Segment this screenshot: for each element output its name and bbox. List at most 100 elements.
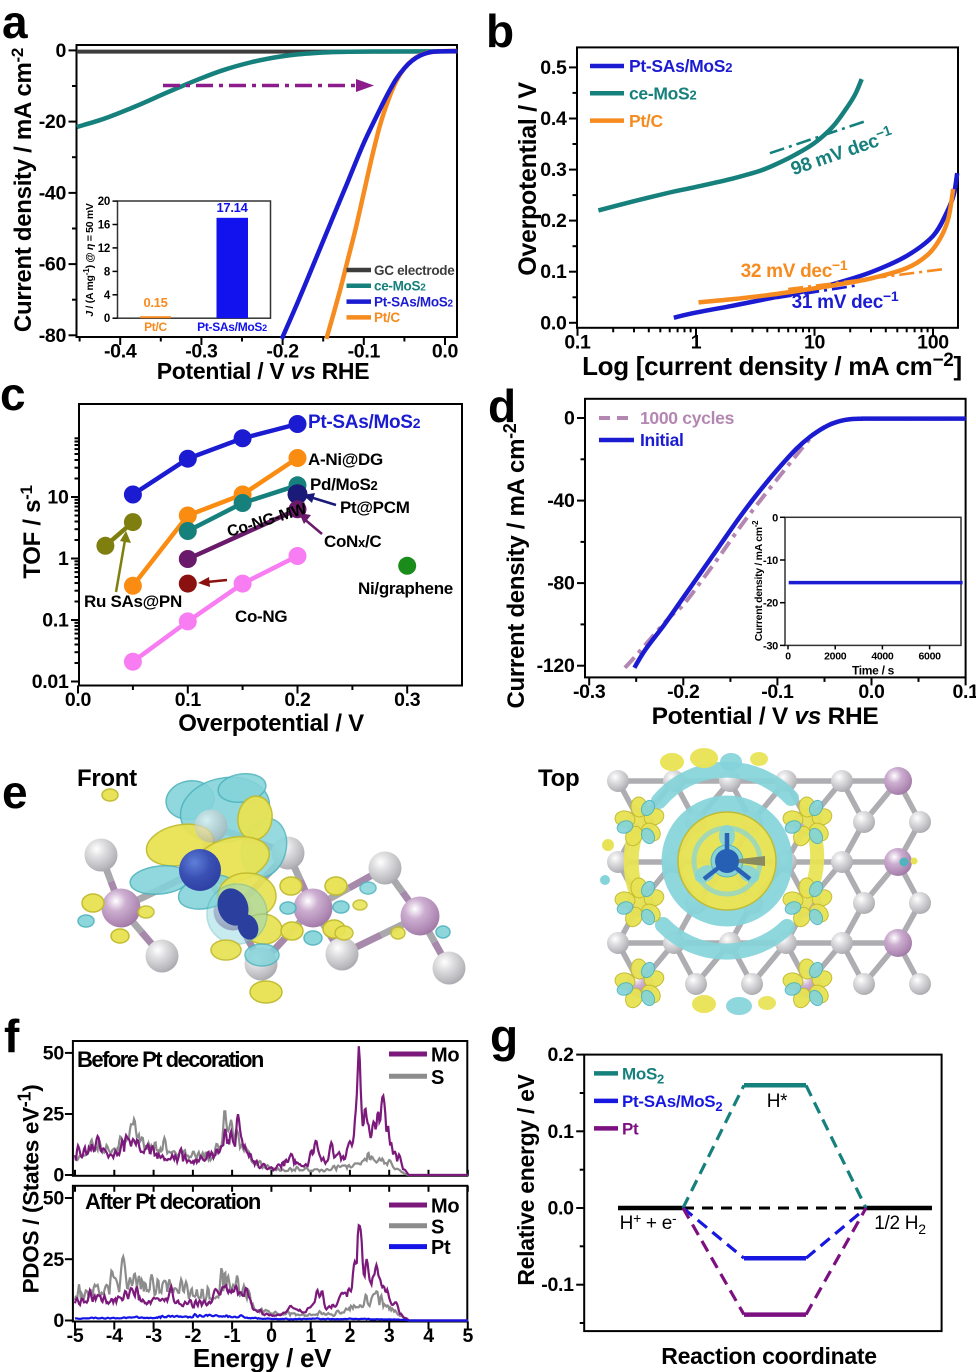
- svg-text:Energy / eV: Energy / eV: [193, 1343, 332, 1372]
- svg-text:0.15: 0.15: [143, 295, 167, 310]
- svg-text:MoS2: MoS2: [622, 1064, 664, 1086]
- svg-text:50: 50: [43, 1042, 65, 1064]
- svg-text:Overpotential / V: Overpotential / V: [514, 82, 542, 276]
- svg-text:c: c: [0, 368, 25, 420]
- svg-text:-1: -1: [224, 1325, 241, 1347]
- svg-text:Pt/C: Pt/C: [374, 310, 400, 325]
- svg-text:0: 0: [55, 40, 66, 62]
- svg-text:-0.2: -0.2: [667, 681, 700, 703]
- svg-text:PDOS / (States eV-1): PDOS / (States eV-1): [15, 1085, 44, 1294]
- svg-text:After Pt decoration: After Pt decoration: [85, 1189, 261, 1214]
- svg-text:-30: -30: [763, 640, 778, 652]
- svg-text:17.14: 17.14: [216, 200, 248, 215]
- svg-text:Current density / mA cm-2: Current density / mA cm-2: [751, 520, 765, 641]
- svg-text:3: 3: [384, 1325, 395, 1347]
- svg-text:50: 50: [43, 1188, 65, 1210]
- svg-text:Time / s: Time / s: [852, 663, 895, 677]
- svg-text:0.3: 0.3: [540, 159, 567, 181]
- svg-text:-10: -10: [763, 555, 778, 567]
- svg-text:Ru SAs@PN: Ru SAs@PN: [84, 592, 182, 611]
- svg-text:-5: -5: [67, 1325, 84, 1347]
- svg-text:Pt: Pt: [622, 1119, 639, 1138]
- svg-text:0.2: 0.2: [540, 210, 567, 232]
- svg-text:0: 0: [266, 1325, 277, 1347]
- svg-text:6000: 6000: [919, 650, 942, 662]
- svg-text:-0.3: -0.3: [185, 341, 218, 363]
- svg-text:0: 0: [785, 650, 791, 662]
- svg-text:4: 4: [104, 290, 111, 302]
- svg-text:A-Ni@DG: A-Ni@DG: [308, 450, 383, 469]
- svg-text:0.2: 0.2: [284, 689, 311, 711]
- svg-text:0.01: 0.01: [32, 671, 69, 693]
- svg-text:Relative energy / eV: Relative energy / eV: [513, 1073, 539, 1285]
- svg-text:-0.1: -0.1: [348, 341, 381, 363]
- svg-text:e: e: [2, 766, 27, 818]
- svg-text:Initial: Initial: [640, 430, 684, 450]
- svg-text:-20: -20: [39, 111, 67, 133]
- svg-text:-120: -120: [537, 655, 575, 677]
- svg-text:0.0: 0.0: [858, 681, 885, 703]
- svg-text:g: g: [490, 1010, 518, 1062]
- svg-text:0.1: 0.1: [42, 610, 69, 632]
- svg-text:-20: -20: [763, 598, 778, 610]
- svg-text:Log [current density / mA cm−2: Log [current density / mA cm−2]: [582, 350, 962, 381]
- svg-text:10: 10: [804, 331, 826, 353]
- svg-text:0.0: 0.0: [432, 341, 459, 363]
- svg-text:1: 1: [305, 1325, 316, 1347]
- svg-text:4: 4: [423, 1325, 434, 1347]
- svg-text:1/2 H2: 1/2 H2: [874, 1213, 926, 1237]
- svg-text:100: 100: [917, 331, 949, 353]
- svg-text:Pd/MoS2: Pd/MoS2: [310, 475, 378, 494]
- svg-text:Mo: Mo: [431, 1045, 459, 1067]
- svg-text:-0.2: -0.2: [266, 341, 299, 363]
- svg-text:16: 16: [98, 220, 110, 232]
- svg-text:-0.3: -0.3: [573, 681, 606, 703]
- svg-text:Potential / V vs RHE: Potential / V vs RHE: [157, 358, 370, 384]
- svg-text:-2: -2: [185, 1325, 202, 1347]
- svg-text:H+ + e-: H+ + e-: [620, 1210, 677, 1234]
- svg-text:20: 20: [98, 196, 110, 208]
- svg-text:Pt-SAs/MoS2: Pt-SAs/MoS2: [622, 1092, 722, 1114]
- svg-text:ce-MoS2: ce-MoS2: [629, 84, 696, 104]
- svg-text:Overpotential / V: Overpotential / V: [178, 710, 364, 737]
- svg-text:Pt-SAs/MoS2: Pt-SAs/MoS2: [197, 320, 267, 334]
- svg-text:2000: 2000: [824, 650, 847, 662]
- svg-text:Ni/graphene: Ni/graphene: [358, 579, 453, 598]
- svg-text:12: 12: [98, 243, 110, 255]
- svg-text:b: b: [486, 5, 514, 57]
- svg-text:Pt-SAs/MoS2: Pt-SAs/MoS2: [629, 56, 732, 76]
- svg-text:0.3: 0.3: [394, 689, 421, 711]
- svg-text:-0.4: -0.4: [104, 341, 137, 363]
- svg-text:Pt/C: Pt/C: [144, 320, 167, 334]
- svg-text:Pt-SAs/MoS2: Pt-SAs/MoS2: [374, 294, 454, 309]
- svg-text:S: S: [431, 1067, 444, 1089]
- svg-text:-3: -3: [145, 1325, 162, 1347]
- svg-text:25: 25: [43, 1249, 65, 1271]
- svg-text:Co-NG: Co-NG: [235, 607, 287, 626]
- svg-text:-60: -60: [39, 254, 67, 276]
- svg-text:0: 0: [772, 512, 778, 524]
- svg-text:S: S: [431, 1216, 444, 1238]
- svg-text:0.1: 0.1: [952, 681, 976, 703]
- svg-text:GC electrode: GC electrode: [374, 263, 455, 278]
- svg-text:2: 2: [345, 1325, 356, 1347]
- svg-text:0.0: 0.0: [547, 1198, 574, 1220]
- svg-text:d: d: [488, 380, 516, 432]
- svg-text:8: 8: [104, 266, 111, 278]
- svg-text:0.1: 0.1: [175, 689, 202, 711]
- svg-text:0.0: 0.0: [65, 689, 92, 711]
- svg-text:0: 0: [564, 408, 575, 430]
- svg-text:f: f: [4, 1010, 20, 1062]
- svg-text:-80: -80: [547, 573, 575, 595]
- svg-text:J / (A mg-1) @ η = 50 mV: J / (A mg-1) @ η = 50 mV: [81, 203, 96, 317]
- svg-text:Pt/C: Pt/C: [629, 111, 663, 131]
- svg-text:-80: -80: [39, 325, 67, 347]
- svg-text:H*: H*: [767, 1091, 788, 1112]
- svg-text:1000 cycles: 1000 cycles: [640, 408, 735, 428]
- svg-text:0: 0: [104, 313, 110, 325]
- svg-text:Pt: Pt: [431, 1237, 451, 1259]
- svg-text:Current density / mA cm-2: Current density / mA cm-2: [500, 423, 530, 708]
- svg-text:Reaction coordinate: Reaction coordinate: [661, 1343, 876, 1369]
- svg-text:Current density / mA cm-2: Current density / mA cm-2: [8, 48, 37, 332]
- svg-text:0.2: 0.2: [547, 1044, 574, 1066]
